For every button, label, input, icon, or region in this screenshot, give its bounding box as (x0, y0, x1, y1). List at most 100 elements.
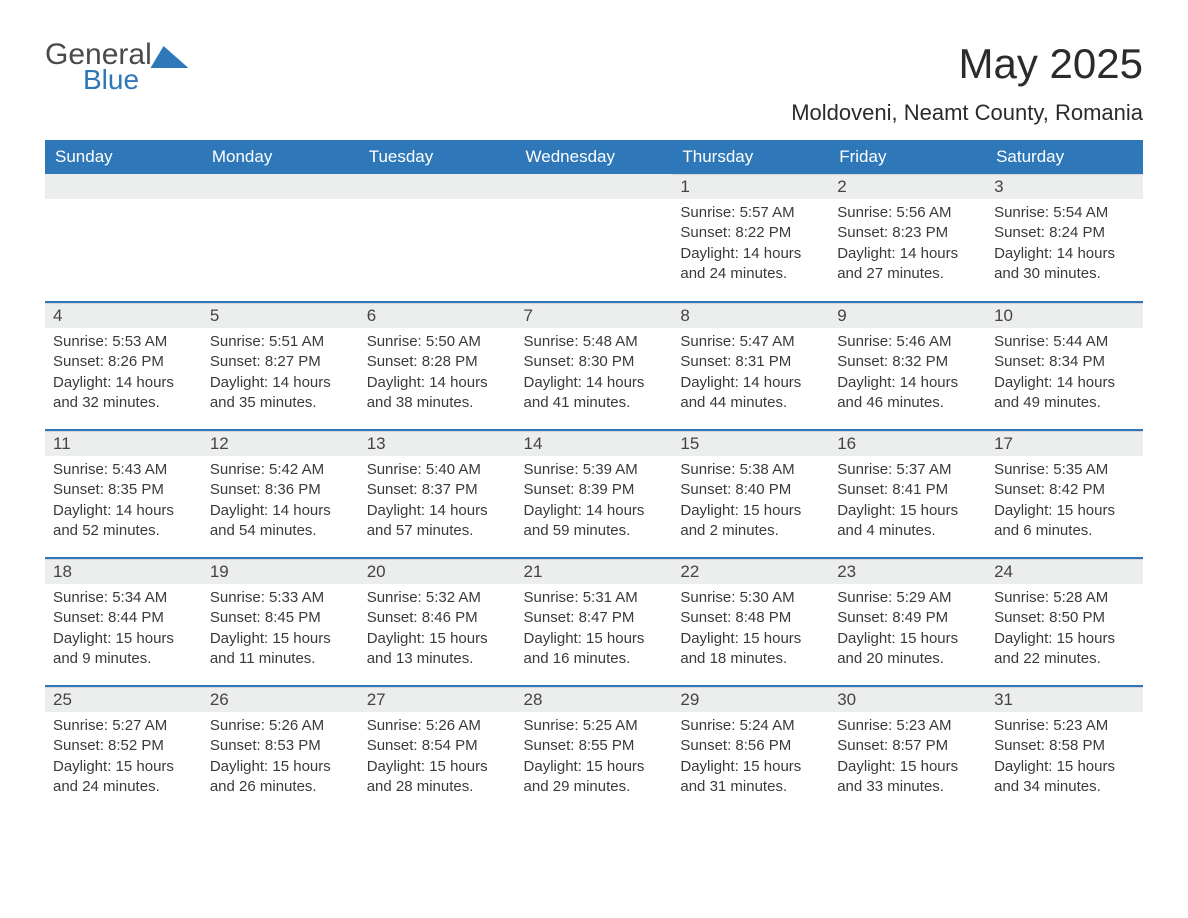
calendar-cell: 12Sunrise: 5:42 AMSunset: 8:36 PMDayligh… (202, 430, 359, 558)
day-details: Sunrise: 5:42 AMSunset: 8:36 PMDaylight:… (202, 456, 359, 549)
empty-day-bar (359, 174, 516, 199)
day-details: Sunrise: 5:33 AMSunset: 8:45 PMDaylight:… (202, 584, 359, 677)
day-number: 28 (516, 687, 673, 712)
day-number: 21 (516, 559, 673, 584)
calendar-table: SundayMondayTuesdayWednesdayThursdayFrid… (45, 140, 1143, 814)
sunrise-line: Sunrise: 5:47 AM (680, 332, 821, 352)
sunset-line: Sunset: 8:31 PM (680, 352, 821, 372)
sunrise-line: Sunrise: 5:30 AM (680, 588, 821, 608)
day-number: 16 (829, 431, 986, 456)
sunrise-line: Sunrise: 5:35 AM (994, 460, 1135, 480)
calendar-cell: 28Sunrise: 5:25 AMSunset: 8:55 PMDayligh… (516, 686, 673, 814)
day-header: Tuesday (359, 140, 516, 174)
calendar-cell: 2Sunrise: 5:56 AMSunset: 8:23 PMDaylight… (829, 174, 986, 302)
sunrise-line: Sunrise: 5:46 AM (837, 332, 978, 352)
daylight-line: Daylight: 15 hours and 11 minutes. (210, 629, 351, 670)
calendar-cell: 10Sunrise: 5:44 AMSunset: 8:34 PMDayligh… (986, 302, 1143, 430)
day-number: 26 (202, 687, 359, 712)
sunrise-line: Sunrise: 5:26 AM (210, 716, 351, 736)
sunrise-line: Sunrise: 5:53 AM (53, 332, 194, 352)
logo: General Blue (45, 40, 190, 94)
page-title: May 2025 (959, 40, 1143, 88)
day-number: 30 (829, 687, 986, 712)
daylight-line: Daylight: 14 hours and 57 minutes. (367, 501, 508, 542)
calendar-cell: 9Sunrise: 5:46 AMSunset: 8:32 PMDaylight… (829, 302, 986, 430)
calendar-cell: 26Sunrise: 5:26 AMSunset: 8:53 PMDayligh… (202, 686, 359, 814)
day-header: Saturday (986, 140, 1143, 174)
sunrise-line: Sunrise: 5:27 AM (53, 716, 194, 736)
day-details: Sunrise: 5:32 AMSunset: 8:46 PMDaylight:… (359, 584, 516, 677)
calendar-cell: 15Sunrise: 5:38 AMSunset: 8:40 PMDayligh… (672, 430, 829, 558)
daylight-line: Daylight: 14 hours and 27 minutes. (837, 244, 978, 285)
day-details: Sunrise: 5:35 AMSunset: 8:42 PMDaylight:… (986, 456, 1143, 549)
sunrise-line: Sunrise: 5:23 AM (837, 716, 978, 736)
daylight-line: Daylight: 15 hours and 22 minutes. (994, 629, 1135, 670)
day-number: 27 (359, 687, 516, 712)
sunset-line: Sunset: 8:49 PM (837, 608, 978, 628)
day-details: Sunrise: 5:39 AMSunset: 8:39 PMDaylight:… (516, 456, 673, 549)
sunrise-line: Sunrise: 5:34 AM (53, 588, 194, 608)
daylight-line: Daylight: 15 hours and 16 minutes. (524, 629, 665, 670)
calendar-cell: 13Sunrise: 5:40 AMSunset: 8:37 PMDayligh… (359, 430, 516, 558)
sunrise-line: Sunrise: 5:51 AM (210, 332, 351, 352)
day-number: 4 (45, 303, 202, 328)
sunset-line: Sunset: 8:44 PM (53, 608, 194, 628)
empty-day-bar (202, 174, 359, 199)
calendar-row: 1Sunrise: 5:57 AMSunset: 8:22 PMDaylight… (45, 174, 1143, 302)
sunset-line: Sunset: 8:37 PM (367, 480, 508, 500)
calendar-cell: 18Sunrise: 5:34 AMSunset: 8:44 PMDayligh… (45, 558, 202, 686)
daylight-line: Daylight: 15 hours and 4 minutes. (837, 501, 978, 542)
sunset-line: Sunset: 8:46 PM (367, 608, 508, 628)
calendar-cell: 27Sunrise: 5:26 AMSunset: 8:54 PMDayligh… (359, 686, 516, 814)
daylight-line: Daylight: 15 hours and 18 minutes. (680, 629, 821, 670)
day-header: Friday (829, 140, 986, 174)
calendar-cell: 11Sunrise: 5:43 AMSunset: 8:35 PMDayligh… (45, 430, 202, 558)
sunset-line: Sunset: 8:40 PM (680, 480, 821, 500)
daylight-line: Daylight: 15 hours and 26 minutes. (210, 757, 351, 798)
day-details: Sunrise: 5:51 AMSunset: 8:27 PMDaylight:… (202, 328, 359, 421)
day-details: Sunrise: 5:28 AMSunset: 8:50 PMDaylight:… (986, 584, 1143, 677)
calendar-cell: 29Sunrise: 5:24 AMSunset: 8:56 PMDayligh… (672, 686, 829, 814)
day-details: Sunrise: 5:43 AMSunset: 8:35 PMDaylight:… (45, 456, 202, 549)
day-number: 12 (202, 431, 359, 456)
sunset-line: Sunset: 8:36 PM (210, 480, 351, 500)
calendar-row: 11Sunrise: 5:43 AMSunset: 8:35 PMDayligh… (45, 430, 1143, 558)
calendar-cell: 1Sunrise: 5:57 AMSunset: 8:22 PMDaylight… (672, 174, 829, 302)
day-number: 14 (516, 431, 673, 456)
sunrise-line: Sunrise: 5:32 AM (367, 588, 508, 608)
day-details: Sunrise: 5:57 AMSunset: 8:22 PMDaylight:… (672, 199, 829, 292)
sunset-line: Sunset: 8:39 PM (524, 480, 665, 500)
empty-day-bar (516, 174, 673, 199)
calendar-cell: 16Sunrise: 5:37 AMSunset: 8:41 PMDayligh… (829, 430, 986, 558)
day-number: 15 (672, 431, 829, 456)
day-header: Sunday (45, 140, 202, 174)
day-details: Sunrise: 5:44 AMSunset: 8:34 PMDaylight:… (986, 328, 1143, 421)
calendar-row: 4Sunrise: 5:53 AMSunset: 8:26 PMDaylight… (45, 302, 1143, 430)
day-number: 2 (829, 174, 986, 199)
daylight-line: Daylight: 15 hours and 20 minutes. (837, 629, 978, 670)
day-number: 22 (672, 559, 829, 584)
calendar-cell: 3Sunrise: 5:54 AMSunset: 8:24 PMDaylight… (986, 174, 1143, 302)
calendar-row: 18Sunrise: 5:34 AMSunset: 8:44 PMDayligh… (45, 558, 1143, 686)
day-number: 5 (202, 303, 359, 328)
daylight-line: Daylight: 15 hours and 28 minutes. (367, 757, 508, 798)
calendar-cell: 6Sunrise: 5:50 AMSunset: 8:28 PMDaylight… (359, 302, 516, 430)
daylight-line: Daylight: 14 hours and 54 minutes. (210, 501, 351, 542)
calendar-row: 25Sunrise: 5:27 AMSunset: 8:52 PMDayligh… (45, 686, 1143, 814)
sunrise-line: Sunrise: 5:31 AM (524, 588, 665, 608)
daylight-line: Daylight: 15 hours and 13 minutes. (367, 629, 508, 670)
sunrise-line: Sunrise: 5:54 AM (994, 203, 1135, 223)
sunrise-line: Sunrise: 5:37 AM (837, 460, 978, 480)
day-number: 7 (516, 303, 673, 328)
sunset-line: Sunset: 8:45 PM (210, 608, 351, 628)
empty-day-bar (45, 174, 202, 199)
day-details: Sunrise: 5:31 AMSunset: 8:47 PMDaylight:… (516, 584, 673, 677)
calendar-cell-empty (516, 174, 673, 302)
calendar-cell: 7Sunrise: 5:48 AMSunset: 8:30 PMDaylight… (516, 302, 673, 430)
sunset-line: Sunset: 8:50 PM (994, 608, 1135, 628)
calendar-cell: 17Sunrise: 5:35 AMSunset: 8:42 PMDayligh… (986, 430, 1143, 558)
day-details: Sunrise: 5:40 AMSunset: 8:37 PMDaylight:… (359, 456, 516, 549)
day-number: 9 (829, 303, 986, 328)
daylight-line: Daylight: 14 hours and 44 minutes. (680, 373, 821, 414)
calendar-cell: 25Sunrise: 5:27 AMSunset: 8:52 PMDayligh… (45, 686, 202, 814)
